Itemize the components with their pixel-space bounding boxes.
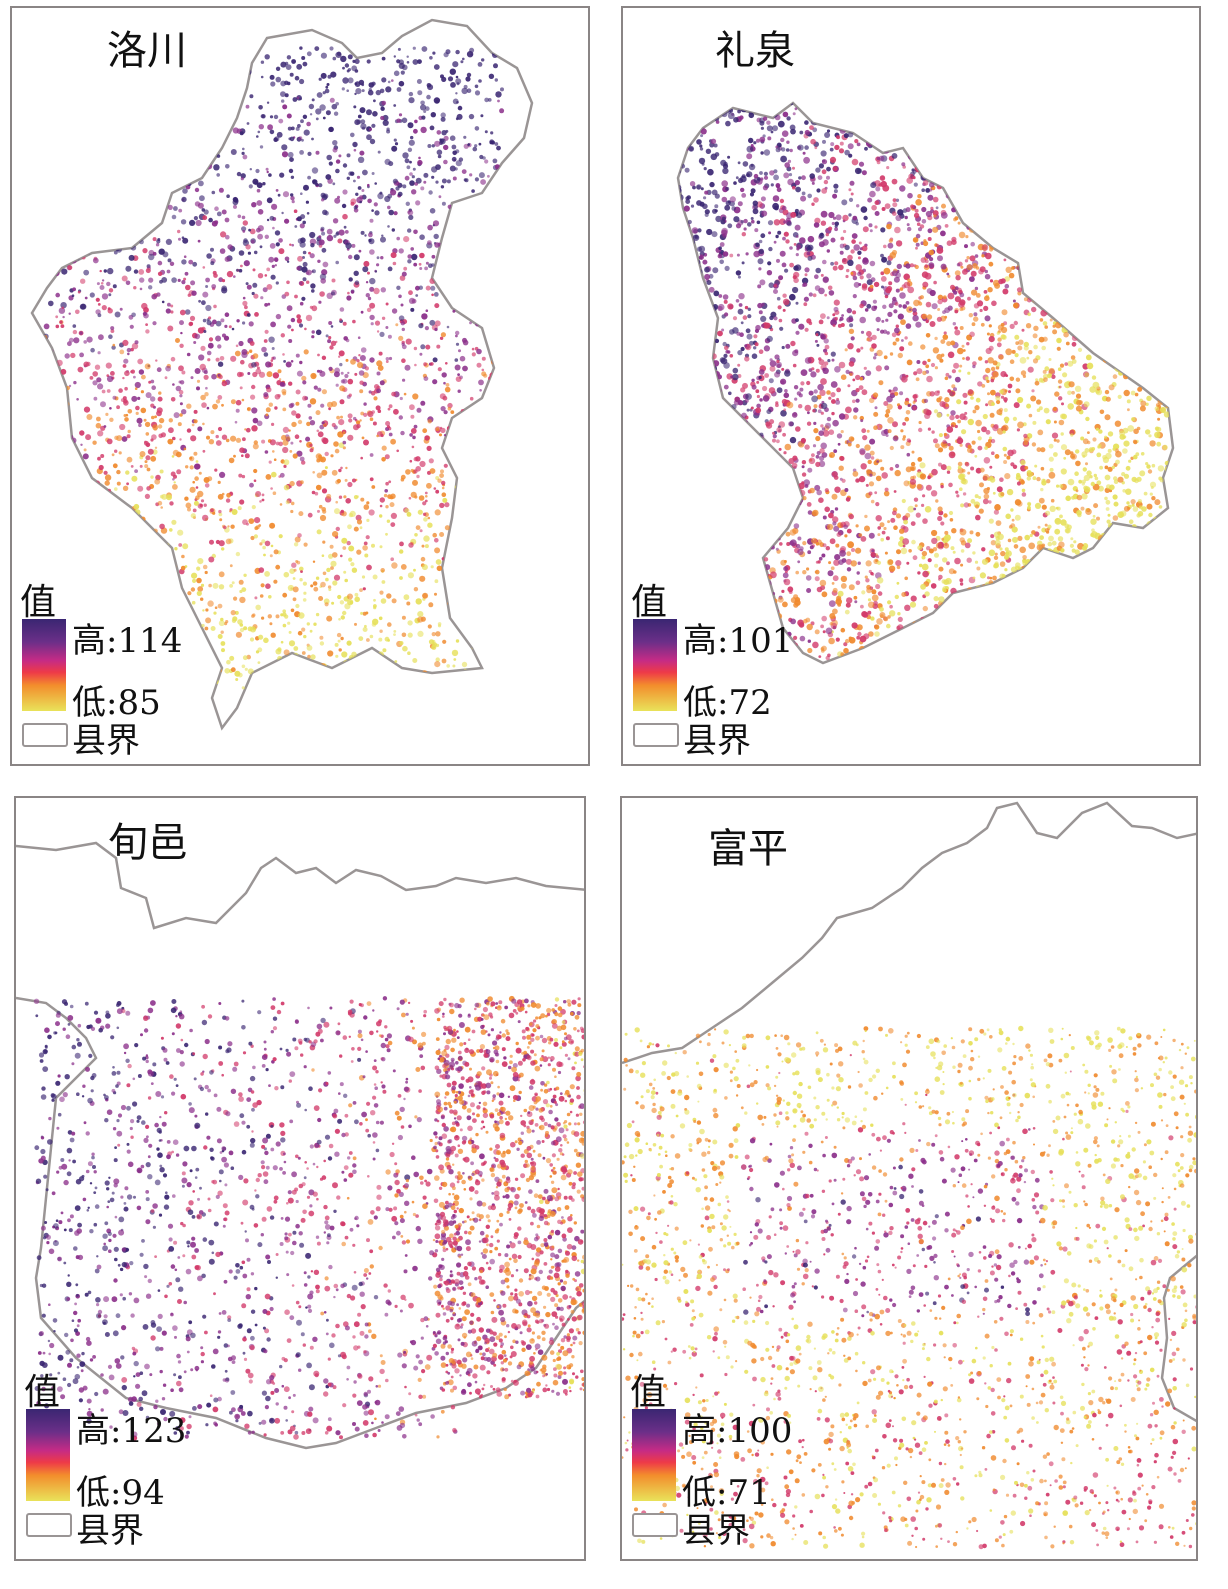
legend-boundary-label: 县界 — [683, 721, 751, 761]
fuping-map — [622, 801, 1196, 1550]
map-panel-liquan: 礼泉 值 高:101 低:72 县界 — [621, 6, 1201, 766]
color-ramp — [632, 1409, 676, 1501]
legend-boundary-label: 县界 — [72, 721, 140, 761]
legend-boundary-label: 县界 — [76, 1511, 144, 1551]
legend-title: 值 — [630, 1372, 667, 1413]
fuping-east-boundary — [1160, 1254, 1196, 1423]
legend-high-label: 高:114 — [72, 621, 183, 661]
color-ramp — [26, 1409, 70, 1501]
color-ramp — [633, 619, 677, 711]
xunyi-west-boundary — [16, 996, 584, 1450]
legend-boundary-label: 县界 — [682, 1511, 750, 1551]
county-boundary-swatch — [633, 723, 679, 747]
xunyi-raster — [33, 995, 584, 1441]
county-boundary-swatch — [26, 1513, 72, 1537]
legend-high-label: 高:100 — [682, 1411, 793, 1451]
legend-title: 值 — [20, 582, 57, 623]
legend-low-label: 低:85 — [72, 683, 161, 723]
map-panel-fuping: 富平 值 高:100 低:71 县界 — [620, 796, 1198, 1561]
legend-high-label: 高:101 — [683, 621, 794, 661]
map-legend: 值 高:100 低:71 县界 — [630, 1363, 870, 1553]
legend-low-label: 低:71 — [682, 1473, 771, 1513]
legend-low-label: 低:72 — [683, 683, 772, 723]
fuping-raster — [622, 1025, 1196, 1550]
luochuan-map — [30, 18, 534, 731]
xunyi-map — [16, 841, 584, 1450]
panel-title: 旬邑 — [108, 820, 188, 866]
xunyi-top-boundary — [16, 841, 584, 930]
map-legend: 值 高:123 低:94 县界 — [24, 1363, 264, 1553]
county-boundary-swatch — [22, 723, 68, 747]
map-legend: 值 高:114 低:85 县界 — [20, 573, 260, 763]
legend-high-label: 高:123 — [76, 1411, 187, 1451]
panel-title: 洛川 — [107, 28, 187, 74]
panel-title: 礼泉 — [715, 28, 795, 74]
luochuan-county-boundary — [30, 18, 534, 731]
county-boundary-swatch — [632, 1513, 678, 1537]
map-panel-xunyi: 旬邑 值 高:123 低:94 县界 — [14, 796, 586, 1561]
color-ramp — [22, 619, 66, 711]
map-legend: 值 高:101 低:72 县界 — [631, 573, 871, 763]
legend-title: 值 — [631, 582, 668, 623]
legend-title: 值 — [24, 1372, 61, 1413]
map-panel-luochuan: 洛川 值 高:114 低:85 县界 — [10, 6, 590, 766]
legend-low-label: 低:94 — [76, 1473, 165, 1513]
liquan-map — [676, 101, 1175, 665]
fuping-north-boundary — [622, 801, 1196, 1065]
panel-title: 富平 — [708, 826, 788, 872]
